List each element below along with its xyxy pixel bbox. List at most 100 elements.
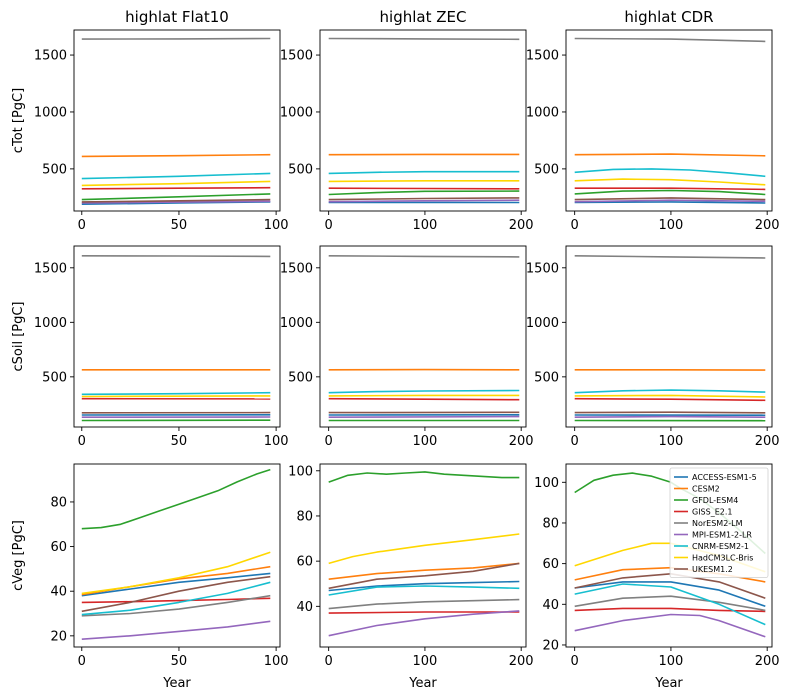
y-tick-label: 1500 — [526, 49, 559, 64]
panel-0-2: 0 100 200 500 1000 1500 — [526, 29, 780, 233]
panel-2-1: 0 100 200 40 60 80 100 — [288, 463, 534, 669]
y-tick-label: 1000 — [526, 105, 559, 120]
series-line-cesm2 — [574, 153, 766, 157]
panel-2-2: 0 100 200 20 40 60 80 100 — [534, 463, 780, 669]
series-line-hadcm3lc-bris — [328, 180, 520, 183]
legend-entry: CESM2 — [692, 485, 720, 494]
series-line-mpi-esm1-2-lr — [574, 415, 766, 418]
y-tick-label: 1500 — [526, 261, 559, 276]
y-axis-label: cVeg [PgC] — [11, 520, 26, 591]
series-line-hadcm3lc-bris — [81, 180, 271, 187]
panel-1-1: 0 100 200 500 1000 1500 — [280, 245, 534, 449]
y-tick-label: 20 — [50, 629, 67, 644]
y-axis-label: cSoil [PgC] — [11, 301, 26, 371]
series-line-mpi-esm1-2-lr — [328, 610, 520, 637]
x-tick-label: 0 — [325, 654, 333, 669]
series-line-noresm2-lm — [328, 598, 520, 610]
series-line-ukesm1-2 — [574, 197, 766, 201]
axes-frame — [319, 463, 527, 648]
y-tick-label: 80 — [50, 495, 67, 510]
y-tick-label: 1000 — [280, 105, 313, 120]
x-tick-label: 0 — [78, 434, 86, 449]
series-lines — [574, 255, 766, 422]
series-line-noresm2-lm — [574, 595, 766, 612]
series-line-mpi-esm1-2-lr — [574, 199, 766, 203]
legend-entry: GISS_E2.1 — [692, 508, 733, 517]
x-tick-label: 200 — [755, 654, 780, 669]
series-line-hadcm3lc-bris — [574, 178, 766, 186]
series-line-gfdl-esm4 — [81, 468, 271, 530]
series-line-gfdl-esm4 — [328, 190, 520, 196]
series-line-cnrm-esm2-1 — [328, 170, 520, 175]
x-tick-label: 200 — [509, 218, 534, 233]
x-tick-label: 200 — [509, 654, 534, 669]
x-tick-label: 200 — [755, 434, 780, 449]
series-lines — [574, 37, 766, 204]
x-axis-label: Year — [162, 676, 191, 691]
y-tick-label: 60 — [296, 555, 313, 570]
series-line-giss-e2-1 — [328, 611, 520, 614]
legend-entry: ACCESS-ESM1-5 — [692, 473, 757, 482]
x-tick-label: 0 — [571, 434, 579, 449]
series-line-hadcm3lc-bris — [328, 394, 520, 397]
series-line-noresm2-lm — [574, 255, 766, 259]
y-tick-label: 80 — [296, 509, 313, 524]
series-line-cnrm-esm2-1 — [81, 391, 271, 396]
series-line-hadcm3lc-bris — [574, 394, 766, 398]
y-tick-label: 500 — [288, 162, 313, 177]
legend-box — [669, 467, 769, 578]
y-tick-label: 60 — [50, 540, 67, 555]
x-tick-label: 100 — [413, 218, 438, 233]
series-line-ukesm1-2 — [328, 197, 520, 201]
x-tick-label: 100 — [264, 218, 289, 233]
series-line-access-esm1-5 — [328, 580, 520, 592]
series-line-cnrm-esm2-1 — [328, 389, 520, 394]
axes-frame — [319, 245, 527, 428]
x-tick-label: 100 — [413, 654, 438, 669]
axes-frame — [565, 29, 773, 212]
y-tick-label: 1500 — [34, 49, 67, 64]
y-tick-label: 40 — [296, 600, 313, 615]
series-line-ukesm1-2 — [328, 562, 520, 590]
y-tick-label: 100 — [534, 476, 559, 491]
series-lines — [81, 468, 271, 640]
x-tick-label: 200 — [509, 434, 534, 449]
series-lines — [328, 37, 520, 204]
y-tick-label: 500 — [288, 370, 313, 385]
x-tick-label: 100 — [659, 654, 684, 669]
y-tick-label: 1000 — [526, 316, 559, 331]
series-line-mpi-esm1-2-lr — [328, 415, 520, 419]
series-line-mpi-esm1-2-lr — [574, 613, 766, 638]
series-line-cnrm-esm2-1 — [574, 389, 766, 394]
series-line-ukesm1-2 — [81, 198, 271, 203]
x-tick-label: 0 — [78, 218, 86, 233]
y-tick-label: 80 — [542, 516, 559, 531]
panel-1-2: 0 100 200 500 1000 1500 — [526, 245, 780, 449]
y-tick-label: 500 — [534, 162, 559, 177]
x-tick-label: 0 — [325, 218, 333, 233]
series-lines — [81, 37, 271, 205]
series-line-cnrm-esm2-1 — [328, 585, 520, 596]
series-line-noresm2-lm — [328, 255, 520, 258]
legend: ACCESS-ESM1-5 CESM2 GFDL-ESM4 GISS_E2.1 NorE… — [669, 467, 769, 578]
axes-frame — [73, 29, 281, 212]
x-tick-label: 100 — [413, 434, 438, 449]
series-line-ukesm1-2 — [81, 575, 271, 613]
y-tick-label: 60 — [542, 557, 559, 572]
panel-1-0: 0 50 100 500 1000 1500 — [34, 245, 289, 449]
legend-entry: UKESM1.2 — [692, 565, 733, 574]
series-line-cnrm-esm2-1 — [574, 168, 766, 178]
series-line-noresm2-lm — [81, 594, 271, 617]
series-line-cnrm-esm2-1 — [81, 581, 271, 616]
panel-0-0: 0 50 100 500 1000 1500 — [34, 29, 289, 233]
y-tick-label: 500 — [42, 162, 67, 177]
y-tick-label: 1500 — [34, 261, 67, 276]
x-tick-label: 0 — [571, 218, 579, 233]
y-tick-label: 1000 — [34, 105, 67, 120]
x-axis-label: Year — [408, 676, 437, 691]
x-tick-label: 50 — [171, 218, 188, 233]
series-line-cnrm-esm2-1 — [81, 172, 271, 180]
series-line-giss-e2-1 — [574, 187, 766, 191]
axes-frame — [73, 245, 281, 428]
